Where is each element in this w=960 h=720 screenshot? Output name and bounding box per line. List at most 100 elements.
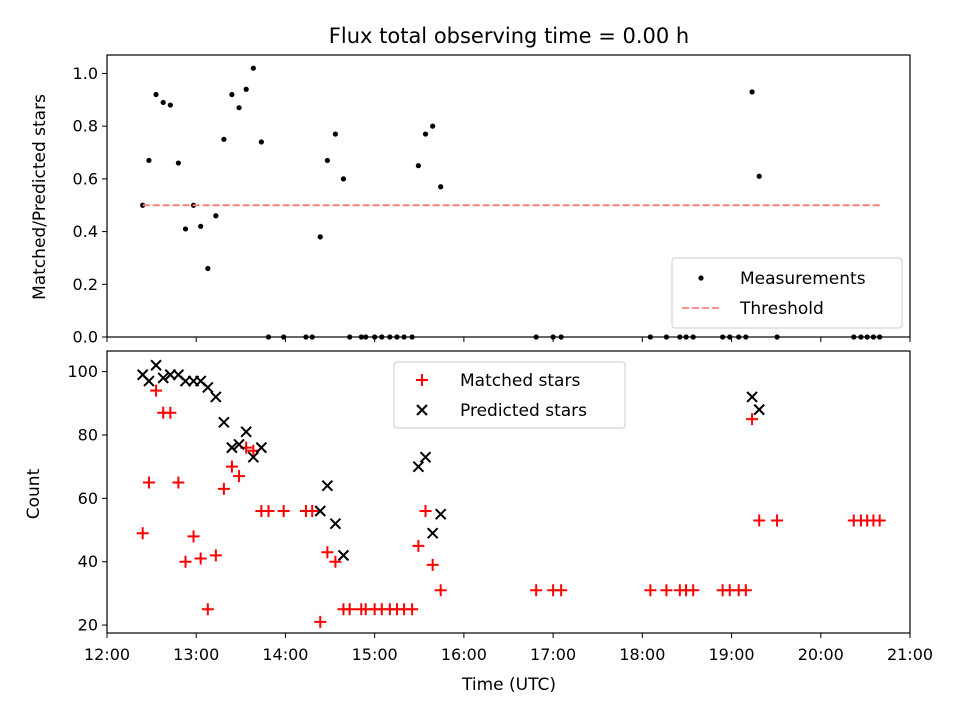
measurement-point [258, 139, 264, 145]
matched-star-point [233, 470, 246, 483]
matched-star-point [530, 584, 543, 597]
matched-star-point [412, 539, 425, 552]
matched-star-point [209, 549, 222, 562]
legend-threshold-label: Threshold [739, 299, 824, 319]
predicted-star-point [412, 460, 425, 473]
y-tick-label: 60 [78, 489, 98, 508]
top-legend-box [671, 257, 903, 329]
predicted-star-point [150, 359, 162, 371]
measurement-point [146, 157, 152, 164]
matched-star-point [873, 514, 886, 527]
predicted-star-point [753, 403, 765, 416]
predicted-star-point [202, 381, 214, 394]
top-legend: Measurements Threshold [671, 257, 903, 329]
matched-star-point [329, 555, 342, 568]
matched-star-point [314, 615, 327, 628]
matched-star-point [306, 505, 319, 518]
measurement-point [317, 234, 323, 240]
x-axis-label: Time (UTC) [461, 675, 556, 695]
matched-star-point [225, 460, 238, 473]
matched-star-point [746, 413, 759, 426]
x-tick-label: 14:00 [262, 645, 308, 664]
matched-star-point [321, 546, 334, 559]
y-tick-label: 0.8 [73, 117, 98, 136]
bottom-x-ticks: 12:00 13:00 14:00 15:00 16:00 17:00 18:00 19:00… [84, 633, 933, 664]
top-plot-marks [140, 65, 883, 340]
matched-star-point [406, 603, 419, 616]
matched-star-point [262, 505, 275, 518]
matched-star-point [419, 505, 432, 518]
y-tick-label: 0.0 [73, 328, 98, 347]
matched-star-point [164, 406, 177, 419]
predicted-star-point [233, 438, 245, 451]
matched-star-point [179, 555, 192, 568]
predicted-star-point [218, 416, 230, 428]
measurement-point [415, 163, 421, 169]
legend-matched-marker [416, 374, 428, 386]
y-tick-label: 0.2 [73, 275, 98, 294]
matched-star-point [172, 476, 185, 489]
measurement-point [221, 136, 227, 142]
measurement-point [243, 86, 249, 92]
measurement-point [182, 226, 189, 232]
bottom-y-axis-label: Count [24, 468, 44, 519]
x-tick-label: 16:00 [441, 645, 487, 664]
x-tick-label: 19:00 [709, 645, 755, 664]
bottom-plot-marks [136, 359, 886, 628]
matched-star-point [277, 505, 290, 518]
y-tick-label: 100 [67, 362, 98, 381]
x-tick-label: 20:00 [798, 645, 844, 664]
matched-star-point [187, 530, 200, 543]
bottom-plot-frame [106, 350, 911, 634]
y-tick-label: 1.0 [73, 64, 98, 83]
top-y-ticks: 0.0 0.2 0.4 0.6 0.8 1.0 [73, 64, 107, 347]
top-y-axis-label: Matched/Predicted stars [30, 94, 50, 300]
top-panel: Flux total observing time = 0.00 h Match… [30, 24, 911, 347]
legend-measurements-marker [698, 275, 704, 281]
top-plot-frame [106, 54, 911, 338]
x-tick-label: 18:00 [619, 645, 665, 664]
measurement-point [236, 105, 242, 111]
measurement-point [213, 213, 219, 219]
predicted-star-point [329, 517, 342, 530]
measurement-point [332, 131, 339, 137]
y-tick-label: 80 [78, 425, 98, 444]
predicted-star-point [255, 441, 268, 454]
predicted-star-point [240, 426, 252, 438]
x-tick-label: 13:00 [173, 645, 219, 664]
predicted-star-point [337, 549, 350, 562]
x-tick-label: 17:00 [530, 645, 576, 664]
x-tick-label: 15:00 [352, 645, 398, 664]
y-tick-label: 20 [78, 616, 98, 635]
matched-star-point [150, 384, 163, 397]
measurement-point [749, 89, 755, 95]
matched-star-point [201, 603, 214, 616]
y-tick-label: 40 [78, 552, 98, 571]
predicted-star-point [157, 372, 169, 384]
measurement-point [153, 91, 159, 98]
matched-star-point [771, 514, 784, 527]
measurement-point [205, 265, 211, 272]
matched-star-point [644, 584, 657, 597]
legend-matched-label: Matched stars [460, 371, 580, 391]
matched-star-point [426, 558, 439, 571]
measurement-point [756, 173, 762, 179]
measurement-point [167, 102, 173, 108]
matched-star-point [660, 584, 673, 597]
predicted-star-point [426, 527, 439, 539]
x-tick-label: 12:00 [84, 645, 130, 664]
matched-star-point [217, 482, 230, 495]
bottom-y-ticks: 20 40 60 80 100 [67, 362, 107, 635]
y-tick-label: 0.4 [73, 222, 98, 241]
measurement-point [198, 223, 204, 229]
measurement-point [175, 160, 181, 166]
measurement-point [160, 99, 166, 106]
matched-star-point [555, 584, 568, 597]
predicted-star-point [143, 375, 155, 387]
measurement-point [422, 131, 429, 137]
measurement-point [438, 184, 444, 190]
bottom-legend: Matched stars Predicted stars [393, 361, 626, 429]
predicted-star-point [419, 451, 432, 463]
